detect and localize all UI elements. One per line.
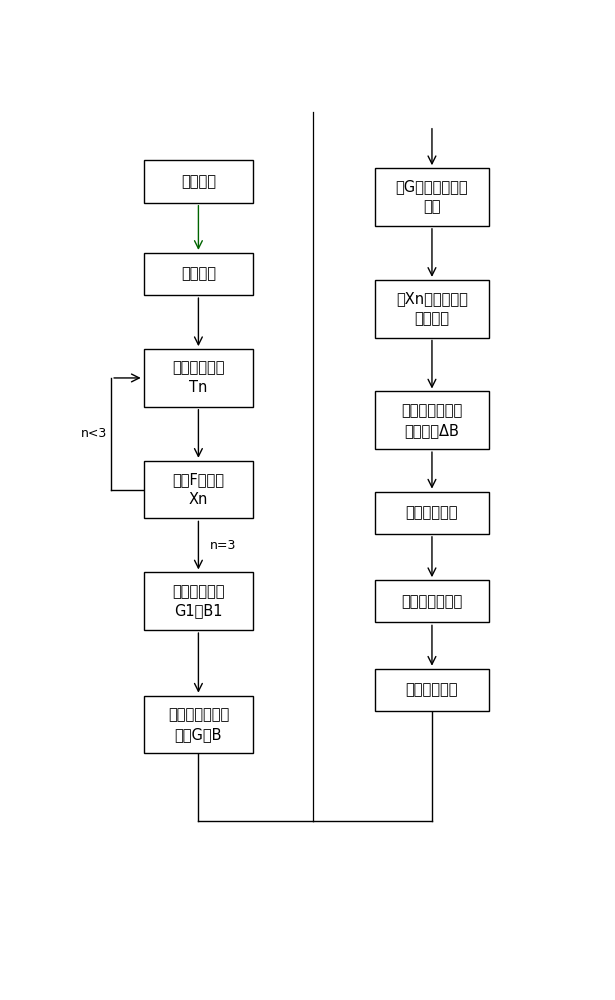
Text: n=3: n=3 bbox=[210, 539, 237, 552]
Bar bbox=[144, 160, 253, 203]
Bar bbox=[375, 669, 489, 711]
Text: 系统上电: 系统上电 bbox=[181, 174, 216, 189]
Bar bbox=[144, 572, 253, 630]
Bar bbox=[144, 349, 253, 407]
Text: 计算校正系数
G1和B1: 计算校正系数 G1和B1 bbox=[172, 584, 224, 619]
Bar bbox=[375, 580, 489, 622]
Text: 对G邻域检测提取
盲元: 对G邻域检测提取 盲元 bbox=[395, 180, 468, 214]
Bar bbox=[144, 461, 253, 518]
Text: 采集F帧图像
Xn: 采集F帧图像 Xn bbox=[172, 472, 224, 507]
Bar bbox=[375, 168, 489, 226]
Bar bbox=[375, 280, 489, 338]
Text: 光路遮挡: 光路遮挡 bbox=[181, 266, 216, 282]
Text: 求校正后图像的
偏差均值ΔB: 求校正后图像的 偏差均值ΔB bbox=[402, 403, 462, 438]
Bar bbox=[144, 253, 253, 295]
Text: 盲元补偿输出: 盲元补偿输出 bbox=[406, 682, 458, 697]
Text: 采集图像并校正: 采集图像并校正 bbox=[402, 594, 462, 609]
Text: 设置积分时间
Tn: 设置积分时间 Tn bbox=[172, 361, 224, 395]
Text: 取消光路遮挡: 取消光路遮挡 bbox=[406, 505, 458, 520]
Text: 对Xn进行初步非
均匀校正: 对Xn进行初步非 均匀校正 bbox=[396, 291, 468, 326]
Bar bbox=[375, 492, 489, 534]
Bar bbox=[144, 696, 253, 753]
Text: 加权平均得到修
正值G和B: 加权平均得到修 正值G和B bbox=[168, 707, 229, 742]
Text: n<3: n<3 bbox=[81, 427, 108, 440]
Bar bbox=[375, 391, 489, 449]
